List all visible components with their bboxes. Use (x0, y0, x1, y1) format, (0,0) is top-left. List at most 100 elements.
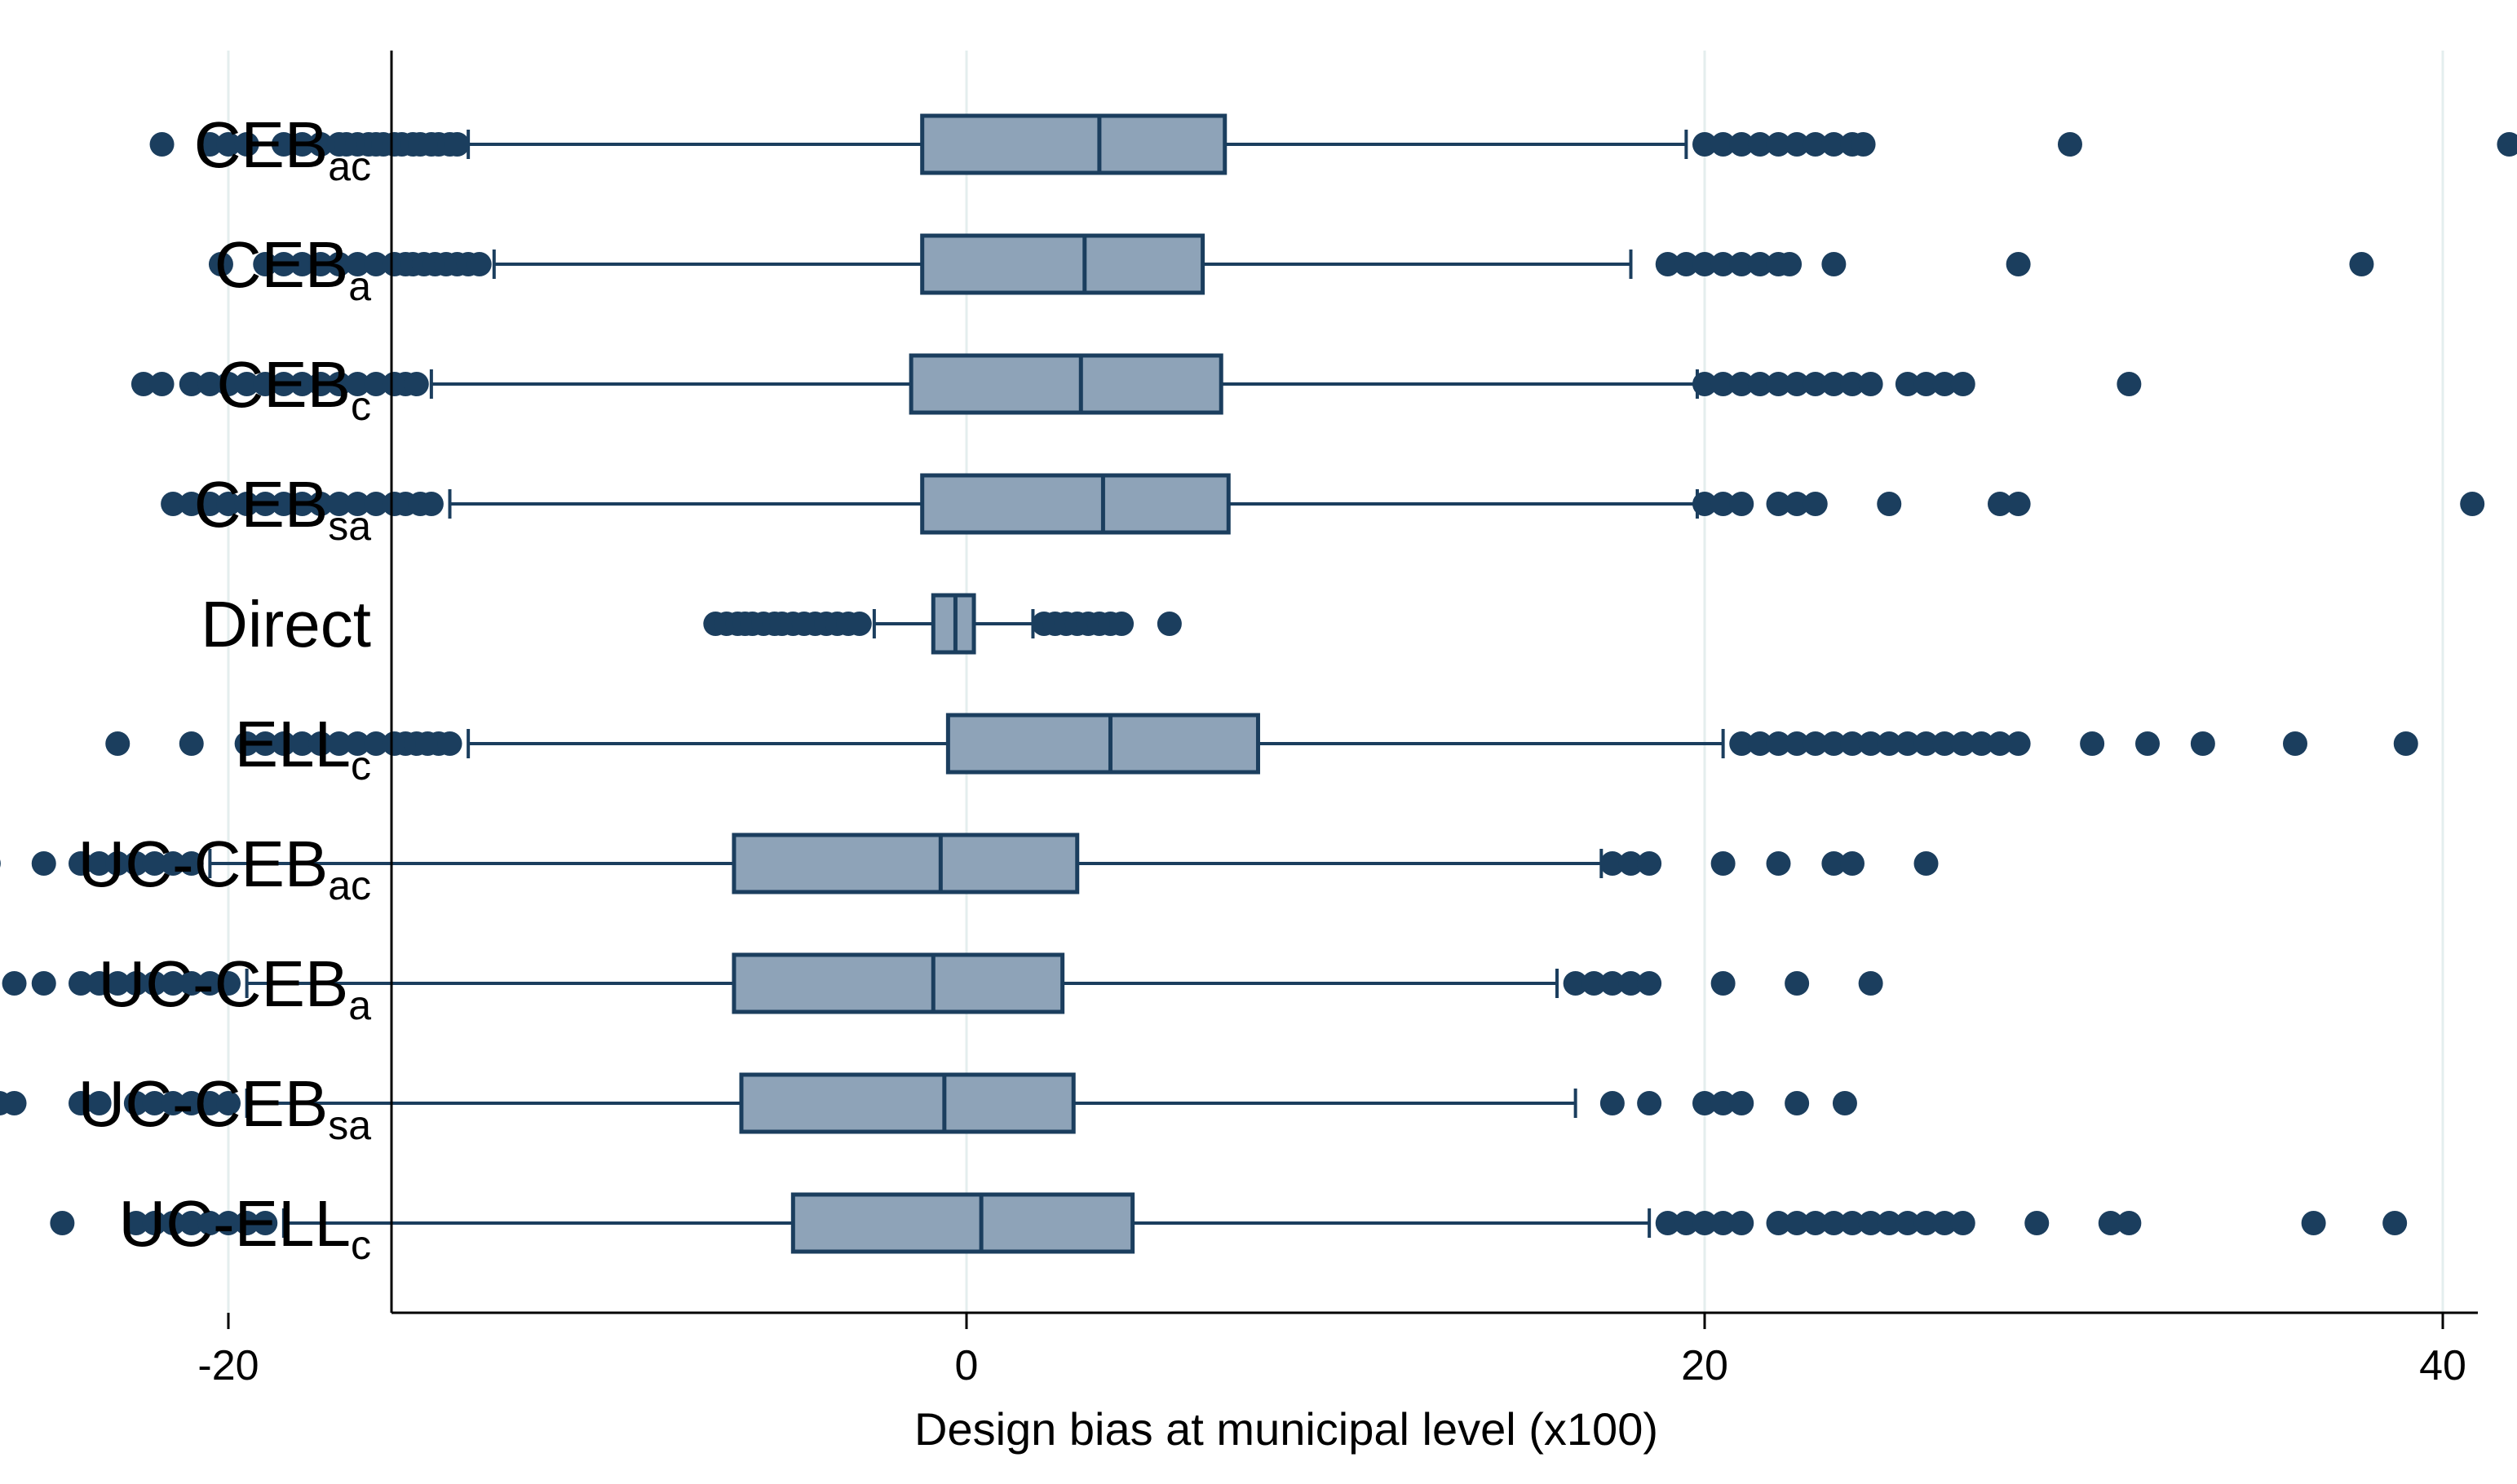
outlier-point (1821, 372, 1847, 396)
outlier-point (2006, 492, 2031, 516)
outlier-point (1821, 1211, 1847, 1235)
outlier-point (86, 971, 112, 996)
outlier-point (1803, 492, 1828, 516)
outlier-point (2497, 132, 2517, 157)
outlier-point (1618, 971, 1643, 996)
category-label-base: Direct (201, 588, 371, 660)
outlier-point (1950, 1211, 1975, 1235)
outlier-point (216, 971, 241, 996)
outlier-point (1777, 252, 1803, 276)
outlier-point (1766, 492, 1791, 516)
outlier-point (2006, 252, 2031, 276)
iqr-box (920, 113, 1228, 175)
boxes (0, 113, 2517, 1254)
outlier-point (149, 132, 175, 157)
box-row-5 (105, 713, 2418, 775)
outlier-point (1747, 132, 1772, 157)
outlier-point (234, 132, 259, 157)
outlier-point (1858, 731, 1883, 756)
outlier-point (253, 1211, 278, 1235)
outlier-point (1969, 731, 1994, 756)
category-label-7: UC-CEBa (99, 947, 372, 1028)
outlier-point (105, 971, 130, 996)
outlier-point (290, 731, 315, 756)
outlier-point (1988, 731, 2012, 756)
outlier-point (1766, 1211, 1791, 1235)
outlier-point (1729, 1211, 1754, 1235)
outlier-point (1692, 372, 1717, 396)
outlier-point (290, 132, 315, 157)
outlier-point (2098, 1211, 2123, 1235)
outlier-point (1895, 372, 1920, 396)
outlier-point (123, 1091, 148, 1115)
outlier-point (364, 731, 388, 756)
x-tick-label: 20 (1681, 1342, 1728, 1389)
iqr-box (732, 952, 1065, 1014)
outlier-point (1766, 851, 1791, 876)
category-label-subscript: c (351, 383, 371, 429)
category-label-base: UC-CEB (78, 828, 329, 900)
outlier-point (271, 731, 296, 756)
outlier-point (2382, 1211, 2408, 1235)
outlier-point (1858, 971, 1883, 996)
outlier-point (1766, 372, 1791, 396)
category-label-4: Direct (201, 588, 371, 660)
x-axis-title: Design bias at municipal level (x100) (914, 1403, 1658, 1455)
outlier-point (1858, 1211, 1883, 1235)
category-label-subscript: a (348, 983, 371, 1028)
box-row-3 (161, 473, 2485, 535)
outlier-point (290, 372, 315, 396)
iqr-box (920, 473, 1231, 535)
box-row-8 (0, 1072, 1857, 1134)
category-label-base: CEB (194, 468, 329, 541)
outlier-point (1803, 132, 1828, 157)
outlier-point (1692, 492, 1717, 516)
outlier-point (2283, 731, 2307, 756)
outlier-point (271, 252, 296, 276)
outlier-point (1840, 731, 1865, 756)
outlier-point (1785, 971, 1810, 996)
iqr-box (909, 353, 1223, 415)
outlier-point (345, 731, 370, 756)
outlier-point (1785, 1211, 1810, 1235)
category-label-3: CEBsa (194, 468, 372, 549)
outlier-point (179, 1211, 204, 1235)
box-row-2 (130, 353, 2142, 415)
box-row-7 (2, 952, 1883, 1014)
outlier-point (290, 252, 315, 276)
outlier-point (253, 252, 278, 276)
category-label-subscript: ac (328, 144, 371, 189)
outlier-point (179, 731, 204, 756)
outlier-point (197, 1091, 223, 1115)
outlier-point (179, 492, 204, 516)
outlier-point (1655, 252, 1680, 276)
outlier-point (69, 971, 93, 996)
outlier-point (445, 132, 470, 157)
outlier-point (1637, 1091, 1662, 1115)
outlier-point (105, 731, 130, 756)
category-label-2: CEBc (217, 348, 372, 429)
outlier-point (234, 492, 259, 516)
outlier-point (1747, 372, 1772, 396)
outlier-point (149, 372, 175, 396)
category-label-subscript: sa (328, 503, 371, 549)
outlier-point (2, 971, 27, 996)
outlier-point (1913, 372, 1939, 396)
outlier-point (161, 1091, 186, 1115)
outlier-point (1913, 1211, 1939, 1235)
outlier-point (308, 731, 334, 756)
outlier-point (1821, 851, 1847, 876)
outlier-point (308, 372, 334, 396)
outlier-point (345, 492, 370, 516)
outlier-point (2117, 1211, 2142, 1235)
category-label-9: UC-ELLc (118, 1187, 371, 1268)
outlier-point (123, 1211, 148, 1235)
outlier-point (308, 132, 334, 157)
outlier-point (1674, 1211, 1699, 1235)
outlier-point (1785, 372, 1810, 396)
outlier-point (1618, 851, 1643, 876)
outlier-point (142, 1091, 167, 1115)
category-label-subscript: c (351, 743, 371, 788)
box-row-6 (0, 833, 1939, 894)
outlier-point (1821, 132, 1847, 157)
